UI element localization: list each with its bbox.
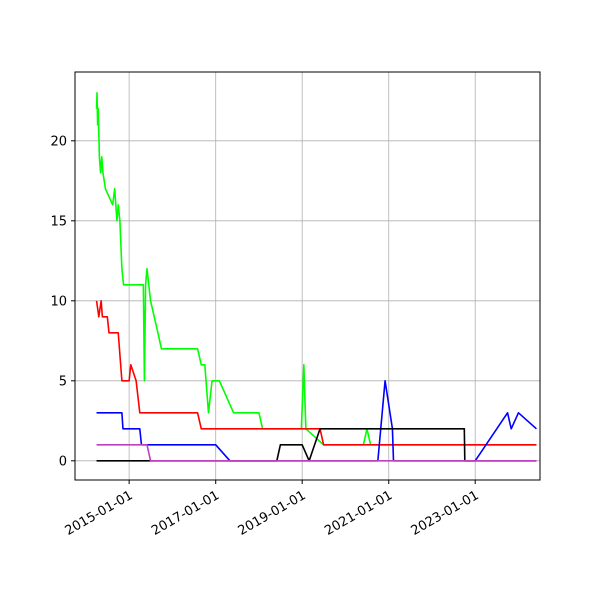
y-tick-label: 0 <box>59 454 67 469</box>
y-tick-label: 5 <box>59 374 67 389</box>
plot-frame <box>74 71 541 481</box>
series-layer <box>95 92 537 462</box>
grid-layer <box>75 72 540 480</box>
series-line-3 <box>96 379 537 462</box>
y-tick-label: 10 <box>50 294 67 309</box>
x-tick-label: 2023-01-01 <box>409 488 482 539</box>
x-tick-label: 2019-01-01 <box>236 488 309 539</box>
x-tick-label: 2017-01-01 <box>149 488 222 539</box>
y-tick-label: 20 <box>50 134 67 149</box>
y-tick-label: 15 <box>50 214 67 229</box>
series-line-1 <box>95 92 537 446</box>
series-line-5 <box>96 443 537 462</box>
x-tick-label: 2021-01-01 <box>322 488 395 539</box>
series-line-2 <box>95 299 537 446</box>
x-tick-label: 2015-01-01 <box>63 488 136 539</box>
